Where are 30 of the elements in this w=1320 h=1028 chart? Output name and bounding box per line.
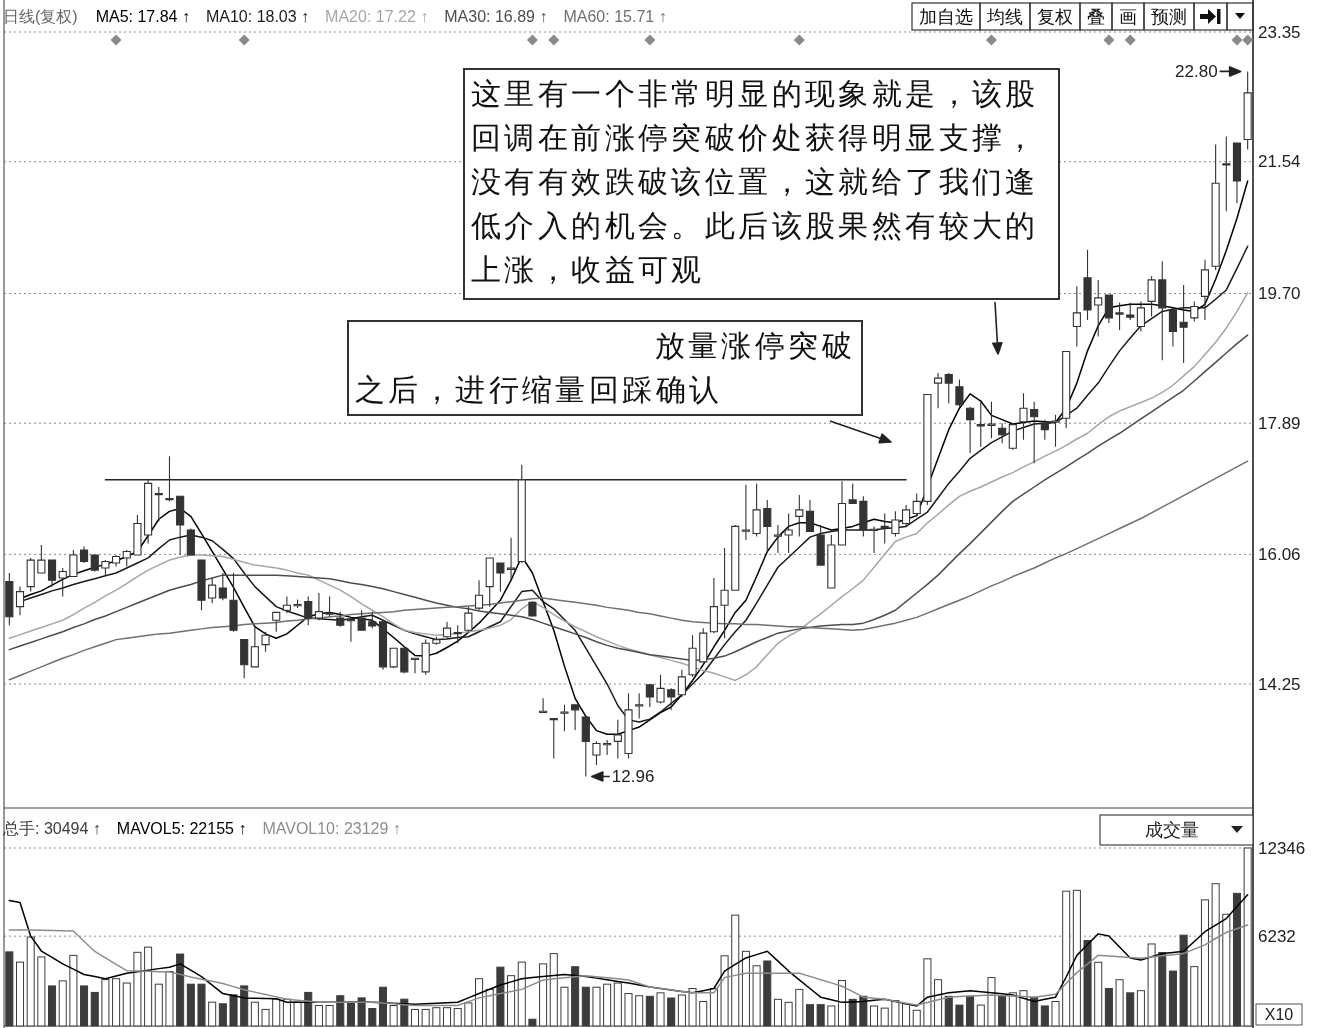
y-tick-label: 23.35: [1258, 22, 1301, 42]
annotation: 放量涨停突破: [653, 328, 855, 364]
text: 成交量: [1145, 820, 1199, 840]
y-tick-label: 16.06: [1258, 544, 1301, 564]
y-tick-label: 14.25: [1258, 674, 1301, 694]
text: MAVOL5: 22155 ↑: [116, 819, 247, 837]
y-axis-title: X10: [1264, 1006, 1294, 1023]
text: MA60: 15.71 ↑: [563, 7, 667, 25]
text: 复权: [1037, 6, 1073, 27]
annotation: 22.80: [1175, 61, 1218, 81]
text: 画: [1119, 6, 1137, 27]
annotation: 12.96: [611, 766, 655, 786]
y-tick-label: 6232: [1258, 926, 1296, 946]
text: 预测: [1151, 6, 1187, 27]
text: 均线: [986, 6, 1023, 27]
annotation: 之后，进行缩量回踩确认: [355, 372, 724, 408]
y-tick-label: 21.54: [1258, 152, 1301, 172]
y-tick-label: 12346: [1258, 838, 1306, 858]
text: MA5: 17.84 ↑: [95, 7, 190, 25]
text: 总手: 30494 ↑: [2, 819, 101, 837]
y-tick-label: 19.70: [1258, 284, 1301, 304]
text: MA10: 18.03 ↑: [205, 7, 310, 25]
text: 日线(复权): [3, 7, 78, 25]
text: MA20: 17.22 ↑: [325, 7, 429, 25]
text: 加自选: [919, 6, 973, 27]
y-tick-label: 17.89: [1258, 413, 1301, 433]
text: 叠: [1087, 6, 1105, 27]
text: MAVOL10: 23129 ↑: [262, 819, 401, 837]
annotation: 这里有一个非常明显的现象就是，该股回调在前涨停突破价处获得明显支撑，没有有效跌破该位置，这就给了我们逢低介入的机会。此后该股果然有较大的上涨，收益可观: [463, 68, 1060, 300]
text: MA30: 16.89 ↑: [444, 7, 548, 25]
